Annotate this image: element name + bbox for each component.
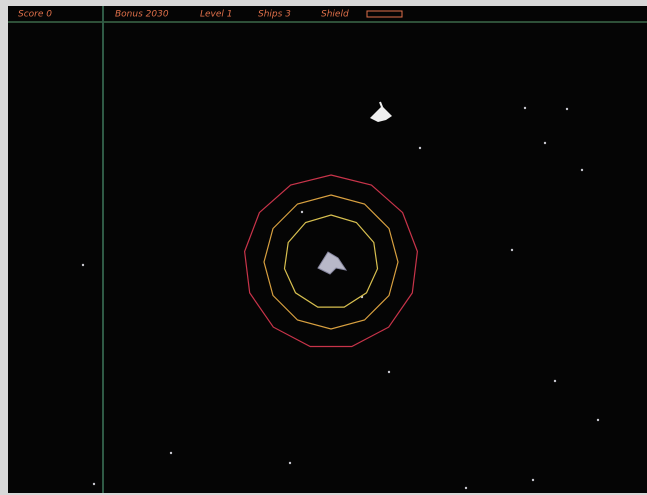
player-ship — [317, 251, 348, 275]
star — [580, 168, 584, 172]
star — [464, 486, 468, 490]
score: Score 0 — [18, 10, 52, 20]
star — [543, 141, 547, 145]
star — [288, 461, 292, 465]
star — [596, 418, 600, 422]
starfield — [81, 106, 600, 490]
star — [510, 248, 514, 252]
star — [531, 478, 535, 482]
bonus: Bonus 2030 — [115, 10, 169, 20]
ships: Ships 3 — [258, 10, 291, 20]
star — [418, 146, 422, 150]
star — [169, 451, 173, 455]
playfield — [8, 6, 647, 493]
enemy-ship — [370, 106, 392, 122]
shield-gauge — [366, 10, 403, 18]
shield-label: Shield — [321, 10, 349, 20]
shock-ring — [283, 214, 379, 308]
star — [523, 106, 527, 110]
shockwave — [243, 174, 419, 348]
shock-ring — [263, 194, 399, 330]
star — [565, 107, 569, 111]
star — [387, 370, 391, 374]
level: Level 1 — [200, 10, 233, 20]
shock-ring — [243, 174, 419, 348]
enemy-fin — [379, 101, 385, 113]
star — [553, 379, 557, 383]
star — [81, 263, 85, 267]
star — [92, 482, 96, 486]
star — [300, 210, 304, 214]
